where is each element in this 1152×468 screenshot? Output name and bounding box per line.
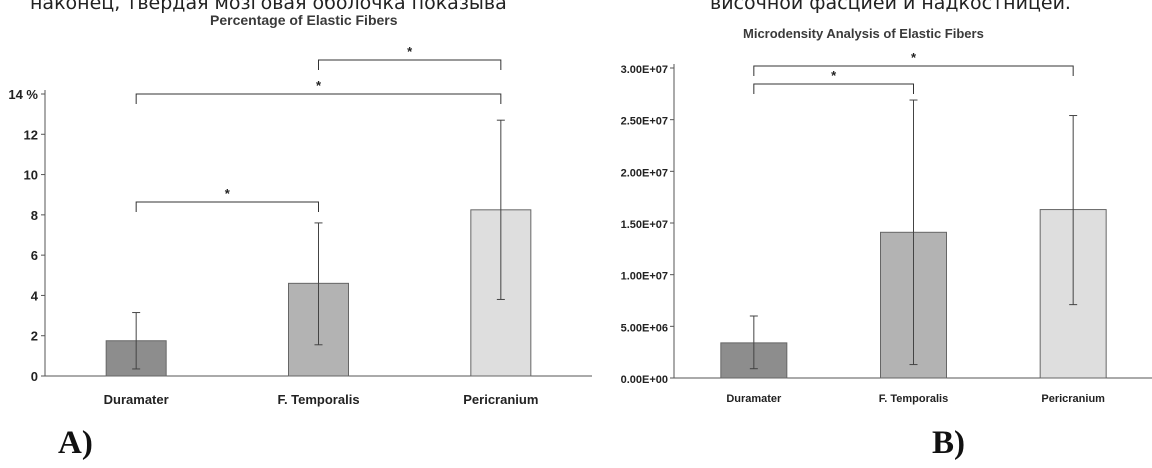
y-tick-label: 6 [31,248,38,263]
header-text-right: височной фасцией и надкостницей. [710,0,1071,14]
significance-star: * [831,68,837,83]
y-tick-label: 2 [31,329,38,344]
y-tick-label: 3.00E+07 [621,64,668,76]
category-label: Duramater [104,392,169,407]
y-tick-label: 8 [31,208,38,223]
category-label: F. Temporalis [879,393,948,405]
chart-a-percentage-elastic-fibers: 0 2 4 6 8 10 12 14 % Duramater F. Temporalis Peric… [8,44,592,407]
category-label: Pericranium [463,392,538,407]
y-tick-label: 0 [31,369,38,384]
chart-b-microdensity-analysis: 0.00E+00 5.00E+06 1.00E+07 1.50E+07 2.00E+07… [621,50,1152,405]
significance-bracket [135,93,502,104]
category-label: Pericranium [1041,393,1105,405]
y-tick-label: 1.00E+07 [621,271,668,283]
y-tick-label: 0.00E+00 [621,374,668,386]
category-label: F. Temporalis [277,392,359,407]
y-tick-label: 5.00E+06 [621,322,668,334]
header-text-left: наконец, твердая мозговая оболочка показ… [30,0,507,14]
category-label: Duramater [726,393,782,405]
panel-label-b: B) [932,425,965,461]
significance-bracket [753,65,1074,76]
significance-star: * [911,50,917,65]
chart-b-title: Microdensity Analysis of Elastic Fibers [743,26,984,41]
y-tick-label: 10 [24,168,38,183]
y-tick-label: 4 [31,288,39,303]
significance-bracket [753,83,914,94]
y-tick-label: 14 % [8,87,38,102]
y-tick-label: 12 [24,127,38,142]
significance-bracket [318,59,502,70]
y-tick-label: 2.50E+07 [621,116,668,128]
significance-star: * [225,186,231,201]
significance-bracket [135,201,319,212]
chart-a-title: Percentage of Elastic Fibers [210,12,398,28]
significance-star: * [316,78,322,93]
y-tick-label: 2.00E+07 [621,167,668,179]
significance-star: * [407,44,413,59]
panel-label-a: A) [58,425,93,461]
y-tick-label: 1.50E+07 [621,219,668,231]
